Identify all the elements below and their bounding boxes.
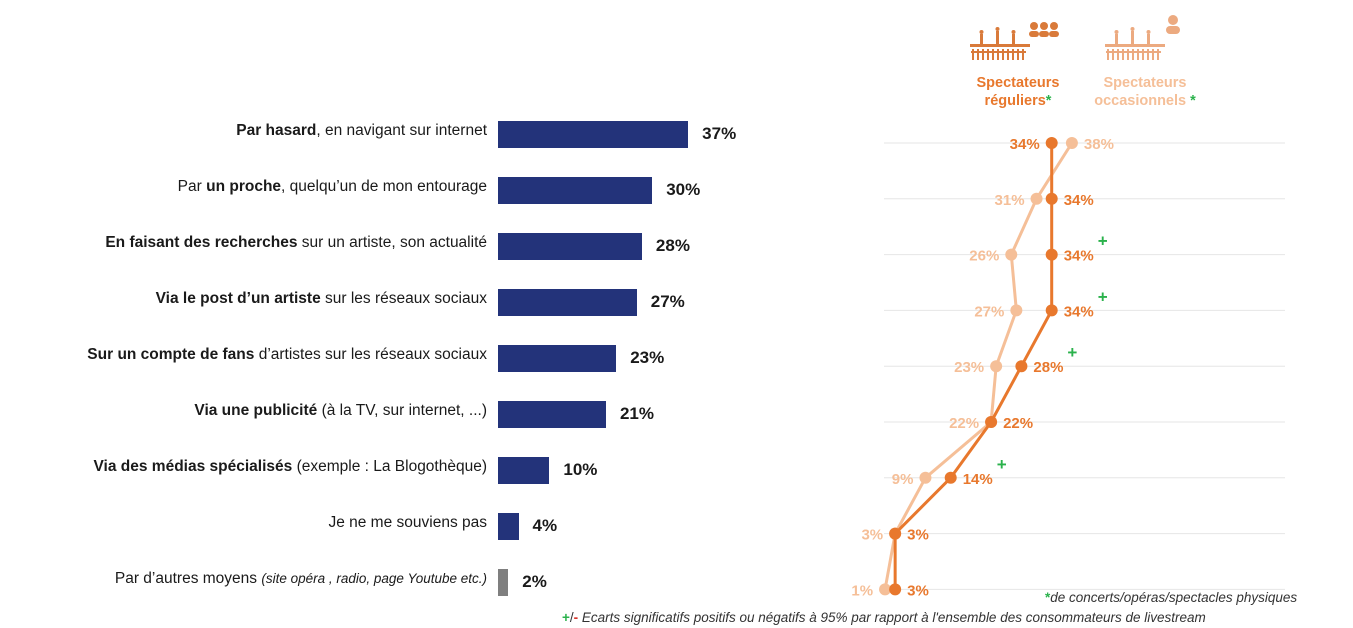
audience-single-icon (1103, 12, 1185, 69)
footnote-minus: - (573, 610, 579, 625)
bar (498, 233, 642, 260)
category-label: Je ne me souviens pas (328, 514, 487, 531)
legend-regular-line1: Spectateurs (976, 75, 1060, 91)
data-label-occasional: 3% (861, 527, 883, 544)
category-label: Sur un compte de fans d’artistes sur les… (87, 346, 487, 363)
bar (498, 401, 606, 428)
audience-group-icon (968, 16, 1060, 69)
data-label-occasional: 1% (851, 582, 873, 599)
significance-plus-mark: + (997, 455, 1007, 474)
bar-value-label: 37% (702, 124, 737, 143)
data-label-regular: 14% (963, 471, 993, 488)
data-label-regular: 3% (907, 582, 929, 599)
data-label-occasional: 9% (892, 471, 914, 488)
data-label-regular: 34% (1064, 248, 1094, 265)
significance-plus-mark: + (1098, 287, 1108, 306)
data-label-regular: 34% (1010, 136, 1040, 153)
legend-occasional-star: * (1190, 93, 1196, 109)
point-occasional (1065, 137, 1078, 149)
legend-occasional: Spectateurs occasionnels * (1080, 74, 1210, 110)
bar-value-label: 2% (522, 572, 547, 591)
data-label-occasional: 38% (1084, 136, 1114, 153)
data-label-occasional: 26% (969, 248, 999, 265)
category-label: Par hasard, en navigant sur internet (236, 122, 487, 139)
data-label-regular: 34% (1064, 303, 1094, 320)
bar (498, 569, 509, 596)
bar (498, 177, 653, 204)
point-regular (1015, 360, 1028, 373)
point-regular (889, 527, 902, 540)
bar-value-label: 30% (666, 180, 701, 199)
significance-plus-mark: + (1067, 343, 1077, 362)
legend-regular: Spectateurs réguliers* (958, 74, 1078, 110)
point-regular (1045, 248, 1058, 261)
significance-plus-mark: + (1098, 232, 1108, 251)
bar (498, 289, 637, 316)
bar (498, 121, 689, 148)
data-label-occasional: 31% (995, 192, 1025, 209)
bar-value-label: 28% (655, 236, 690, 255)
point-occasional (1030, 192, 1043, 205)
footnote-physical-text: de concerts/opéras/spectacles physiques (1050, 590, 1298, 605)
category-label: Via une publicité (à la TV, sur internet… (194, 402, 487, 419)
point-occasional (1005, 248, 1018, 261)
bar (498, 345, 617, 372)
footnote-significance: +/- Ecarts significatifs positifs ou nég… (562, 610, 1206, 625)
point-regular (1045, 304, 1058, 317)
point-regular (944, 471, 957, 484)
footnote-star: * (1045, 590, 1051, 605)
bar-value-label: 27% (650, 292, 685, 311)
point-occasional (1010, 304, 1023, 317)
footnote-significance-text: Ecarts significatifs positifs ou négatif… (578, 610, 1206, 625)
bar-value-label: 23% (630, 348, 665, 367)
legend-occasional-line1: Spectateurs (1103, 75, 1187, 91)
bar-value-label: 21% (619, 404, 654, 423)
category-label: Par d’autres moyens (site opéra , radio,… (114, 570, 487, 587)
footnote-physical: *de concerts/opéras/spectacles physiques (1045, 590, 1297, 605)
bar (498, 457, 550, 484)
data-label-regular: 3% (907, 527, 929, 544)
data-label-regular: 22% (1003, 415, 1033, 432)
data-label-occasional: 27% (974, 303, 1004, 320)
point-regular (1045, 192, 1058, 205)
point-regular (1045, 137, 1058, 149)
bar-value-label: 4% (532, 516, 558, 535)
category-label: Par un proche, quelqu’un de mon entourag… (177, 178, 487, 195)
point-occasional (879, 583, 892, 596)
point-occasional (990, 360, 1003, 373)
point-regular (889, 583, 902, 596)
category-label: Via des médias spécialisés (exemple : La… (93, 458, 488, 475)
legend-regular-line2: réguliers (984, 93, 1046, 109)
category-label: Via le post d’un artiste sur les réseaux… (155, 290, 487, 307)
data-label-regular: 28% (1033, 359, 1063, 376)
data-label-regular: 34% (1064, 192, 1094, 209)
bar-value-label: 10% (563, 460, 598, 479)
legend-occasional-line2: occasionnels (1094, 93, 1187, 109)
bar (498, 513, 519, 540)
category-label: En faisant des recherches sur un artiste… (105, 234, 487, 251)
legend-regular-star: * (1045, 93, 1052, 109)
footnote-plus: + (562, 610, 570, 625)
data-label-occasional: 23% (954, 359, 984, 376)
point-occasional (919, 471, 932, 484)
footnote-slash: / (569, 610, 574, 625)
point-regular (985, 416, 998, 428)
data-label-occasional: 22% (949, 415, 979, 432)
